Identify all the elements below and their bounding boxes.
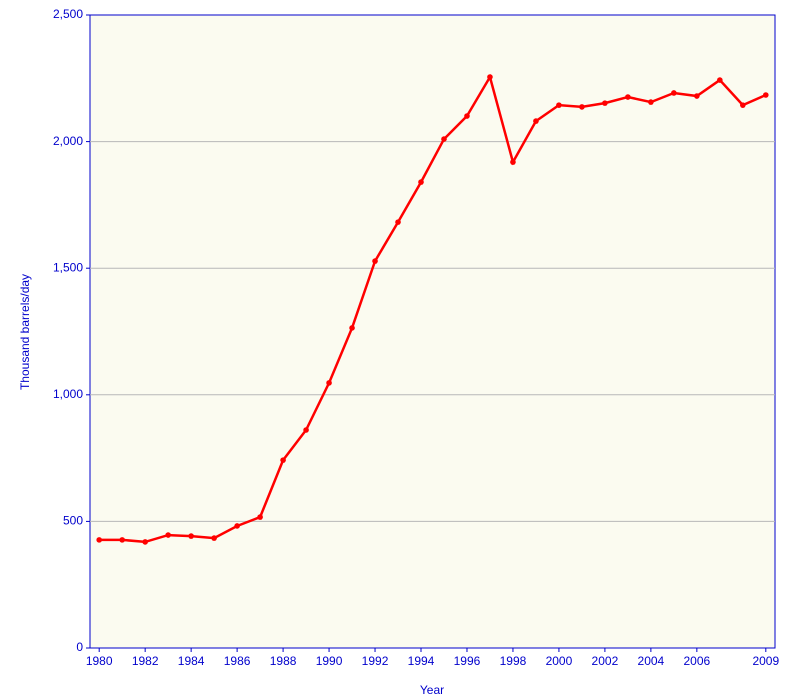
data-point xyxy=(671,90,677,96)
x-tick-label: 1992 xyxy=(362,654,389,668)
y-tick-label: 1,500 xyxy=(53,260,83,274)
data-point xyxy=(763,92,769,98)
x-tick-label: 1986 xyxy=(224,654,251,668)
data-point xyxy=(372,258,378,264)
y-tick-label: 1,000 xyxy=(53,387,83,401)
x-axis-label: Year xyxy=(420,683,444,697)
data-point xyxy=(464,113,470,119)
y-axis-label: Thousand barrels/day xyxy=(18,274,32,390)
data-point xyxy=(418,179,424,185)
x-tick-label: 1998 xyxy=(500,654,527,668)
data-point xyxy=(326,380,332,386)
data-point xyxy=(625,94,631,100)
x-tick-label: 1980 xyxy=(86,654,113,668)
data-point xyxy=(349,325,355,331)
x-tick-label: 1990 xyxy=(316,654,343,668)
data-point xyxy=(556,102,562,108)
data-point xyxy=(717,77,723,83)
data-line xyxy=(99,73,767,544)
data-point xyxy=(280,457,286,463)
data-point xyxy=(579,104,585,110)
y-tick-label: 0 xyxy=(76,640,83,654)
data-point xyxy=(211,535,217,541)
x-tick-label: 2006 xyxy=(683,654,710,668)
y-tick-label: 500 xyxy=(63,514,83,528)
plot-area xyxy=(89,14,776,649)
x-tick-label: 2004 xyxy=(638,654,665,668)
data-point xyxy=(165,532,171,538)
x-tick-label: 2000 xyxy=(546,654,573,668)
data-point xyxy=(303,427,309,433)
data-point xyxy=(142,539,148,545)
x-tick-label: 1996 xyxy=(454,654,481,668)
x-tick-label: 2002 xyxy=(592,654,619,668)
data-point xyxy=(257,514,263,520)
data-point xyxy=(740,102,746,108)
x-tick-label: 1988 xyxy=(270,654,297,668)
data-point xyxy=(119,537,125,543)
x-tick-label: 1982 xyxy=(132,654,159,668)
x-tick-label: 1984 xyxy=(178,654,205,668)
data-point xyxy=(510,159,516,165)
data-point xyxy=(648,99,654,105)
y-tick-label: 2,500 xyxy=(53,7,83,21)
data-point xyxy=(694,93,700,99)
data-point xyxy=(96,537,102,543)
data-point xyxy=(487,74,493,80)
data-point xyxy=(441,136,447,142)
y-tick-label: 2,000 xyxy=(53,134,83,148)
x-tick-label: 2009 xyxy=(752,654,779,668)
data-point xyxy=(188,533,194,539)
x-tick-label: 1994 xyxy=(408,654,435,668)
data-point xyxy=(395,219,401,225)
data-point xyxy=(602,100,608,106)
data-point xyxy=(234,523,240,529)
data-point xyxy=(533,118,539,124)
